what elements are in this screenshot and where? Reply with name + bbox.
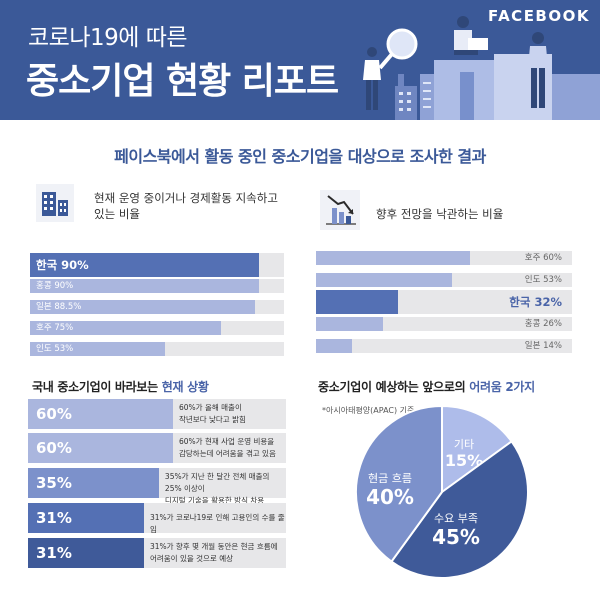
left-chart-title-text: 현재 운영 중이거나 경제활동 지속하고 있는 비율 [94, 191, 278, 221]
pie-slice-value: 15% [445, 451, 483, 470]
pie-slice-label: 기타 [454, 438, 474, 451]
pie-slice-value: 45% [432, 525, 480, 549]
status-description-line: 작년보다 낮다고 밝힘 [179, 415, 246, 424]
bar-label: 호주 60% [524, 253, 562, 263]
bar-label: 홍콩 90% [36, 281, 74, 291]
bar-호주 [30, 321, 221, 335]
buildings-icon [36, 184, 74, 222]
bar-호주 [316, 251, 470, 265]
bar-인도 [316, 273, 452, 287]
bar-track [316, 339, 572, 353]
bar-홍콩 [30, 279, 259, 293]
current-status-heading: 국내 중소기업이 바라보는 현재 상황 [32, 378, 209, 395]
header-title-line1: 코로나19에 따른 [28, 25, 188, 51]
business-people-illustration [363, 16, 600, 120]
status-description-line: 35%가 지난 한 달간 전체 매출의 25% 이상이 [164, 472, 270, 493]
apac-note: *아시아태평양(APAC) 기준 [322, 406, 415, 415]
pie-slice-value: 40% [366, 485, 414, 509]
status-description-line: 60%가 현재 사업 운영 비용을 [179, 437, 275, 446]
pie-slice-label: 수요 부족 [434, 512, 478, 525]
bar-label: 일본 88.5% [36, 302, 82, 312]
status-description-line: 디지털 기술을 활용한 방식 차용 [164, 496, 265, 505]
status-description-line: 어려움이 있을 것으로 예상 [149, 554, 234, 563]
difficulties-heading: 중소기업이 예상하는 앞으로의 어려움 2가지 [318, 378, 535, 395]
bar-label: 인도 53% [36, 344, 74, 354]
difficulties-heading-accent: 어려움 2가지 [469, 380, 535, 394]
bar-label: 홍콩 26% [524, 319, 562, 329]
bar-label: 호주 75% [36, 323, 74, 333]
status-description: 31%가 코로나19로 인해 고용인의 수를 줄임 [150, 512, 286, 536]
status-bar [28, 538, 144, 568]
status-percent: 31% [36, 544, 72, 562]
current-status-heading-accent: 현재 상황 [161, 380, 209, 394]
bar-label: 한국 32% [509, 295, 562, 309]
bar-label: 일본 14% [524, 341, 562, 351]
right-chart-title: 향후 전망을 낙관하는 비율 [376, 207, 504, 221]
difficulties-heading-plain: 중소기업이 예상하는 앞으로의 [318, 380, 470, 394]
status-percent: 60% [36, 439, 72, 457]
bar-일본 [30, 300, 255, 314]
pie-slice-현금 흐름 [355, 404, 443, 563]
report-header: 코로나19에 따른 중소기업 현황 리포트 FACEBOOK [0, 0, 600, 120]
pie-slice-label: 현금 흐름 [368, 472, 412, 485]
status-percent: 31% [36, 509, 72, 527]
report-subtitle: 페이스북에서 활동 중인 중소기업을 대상으로 조사한 결과 [114, 147, 486, 166]
bar-label: 인도 53% [524, 275, 562, 285]
bar-한국 [30, 253, 259, 277]
status-row: 31% 31%가 코로나19로 인해 고용인의 수를 줄임 [28, 503, 286, 536]
status-bar [28, 433, 173, 463]
current-status-heading-plain: 국내 중소기업이 바라보는 [32, 380, 162, 394]
pie-slice-수요 부족 [390, 440, 529, 579]
header-title-line2: 중소기업 현황 리포트 [26, 61, 339, 102]
status-bar [28, 399, 173, 429]
bar-일본 [316, 339, 352, 353]
status-bar [28, 468, 159, 498]
status-percent: 35% [36, 474, 72, 492]
bar-인도 [30, 342, 165, 356]
status-percent: 60% [36, 405, 72, 423]
status-description-line: 감당하는데 어려움을 겪고 있음 [179, 449, 276, 458]
left-chart-title: 현재 운영 중이거나 경제활동 지속하고 있는 비율 [94, 190, 284, 222]
facebook-logo: FACEBOOK [488, 7, 590, 25]
status-description-line: 31%가 향후 몇 개월 동안은 현금 흐름에 [149, 542, 278, 551]
pie-slice-기타 [441, 404, 513, 494]
decline-chart-icon [320, 190, 360, 230]
status-description-line: 31%가 코로나19로 인해 고용인의 수를 줄임 [149, 513, 285, 534]
bar-한국 [316, 290, 398, 314]
status-bar [28, 503, 144, 533]
bar-홍콩 [316, 317, 383, 331]
bar-label: 한국 90% [36, 258, 89, 272]
status-description-line: 60%가 올해 매출이 [179, 403, 242, 412]
